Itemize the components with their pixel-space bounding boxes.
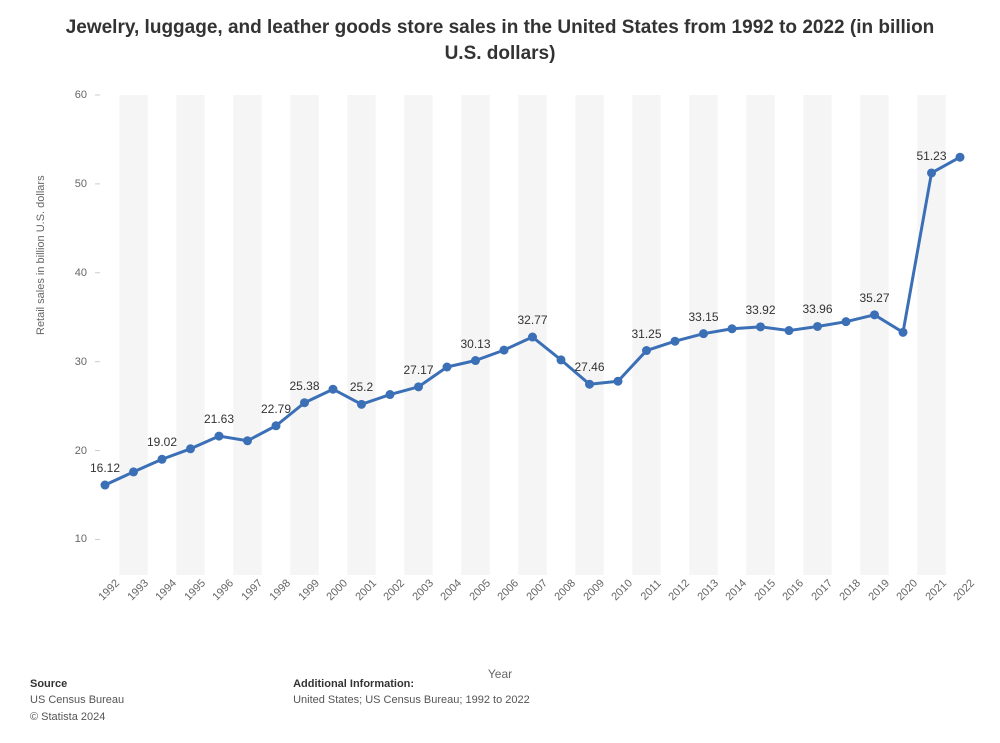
- source-line: US Census Bureau: [30, 692, 290, 709]
- chart-plot-area: 1020304050601992199319941995199619971998…: [95, 90, 970, 580]
- x-tick: 2012: [666, 577, 692, 603]
- x-tick: 2008: [552, 577, 578, 603]
- data-label: 30.13: [460, 337, 490, 351]
- x-tick: 2000: [324, 577, 350, 603]
- x-tick: 2005: [467, 577, 493, 603]
- x-tick: 1996: [210, 577, 236, 603]
- data-label: 51.23: [916, 149, 946, 163]
- chart-footer: Source US Census Bureau © Statista 2024 …: [30, 676, 693, 726]
- chart-title: Jewelry, luggage, and leather goods stor…: [0, 0, 1000, 71]
- x-tick: 2022: [951, 577, 977, 603]
- x-tick: 2002: [381, 577, 407, 603]
- info-header: Additional Information:: [293, 676, 693, 693]
- x-tick: 2018: [837, 577, 863, 603]
- data-label: 27.17: [403, 363, 433, 377]
- x-tick: 1999: [296, 577, 322, 603]
- x-tick: 2021: [923, 577, 949, 603]
- x-tick: 2010: [609, 577, 635, 603]
- x-tick: 2014: [723, 577, 749, 603]
- x-tick: 1995: [182, 577, 208, 603]
- x-tick: 1997: [239, 577, 265, 603]
- y-axis-label: Retail sales in billion U.S. dollars: [35, 175, 47, 335]
- x-tick: 2020: [894, 577, 920, 603]
- data-label: 21.63: [204, 412, 234, 426]
- x-tick: 2019: [866, 577, 892, 603]
- data-label: 32.77: [517, 313, 547, 327]
- y-tick: 10: [75, 533, 87, 545]
- y-tick: 20: [75, 445, 87, 457]
- data-label: 27.46: [574, 360, 604, 374]
- y-tick: 30: [75, 356, 87, 368]
- data-label: 33.92: [745, 303, 775, 317]
- x-tick: 1998: [267, 577, 293, 603]
- chart-svg: [95, 90, 970, 580]
- y-tick: 50: [75, 178, 87, 190]
- data-label: 22.79: [261, 402, 291, 416]
- y-tick: 60: [75, 89, 87, 101]
- data-label: 25.2: [350, 380, 373, 394]
- x-tick: 2003: [410, 577, 436, 603]
- x-tick: 1994: [153, 577, 179, 603]
- x-tick: 2006: [495, 577, 521, 603]
- source-header: Source: [30, 676, 290, 693]
- x-tick: 2011: [638, 578, 663, 603]
- x-tick: 1993: [125, 577, 151, 603]
- copyright-line: © Statista 2024: [30, 709, 290, 726]
- data-label: 19.02: [147, 435, 177, 449]
- data-label: 25.38: [289, 379, 319, 393]
- x-tick: 2001: [353, 577, 379, 603]
- x-tick: 2017: [809, 577, 835, 603]
- x-tick: 2015: [752, 577, 778, 603]
- data-label: 16.12: [90, 461, 120, 475]
- x-tick: 2007: [524, 577, 550, 603]
- x-tick: 2004: [438, 577, 464, 603]
- x-tick: 2016: [780, 577, 806, 603]
- data-label: 31.25: [631, 327, 661, 341]
- x-tick: 1992: [96, 577, 122, 603]
- info-line: United States; US Census Bureau; 1992 to…: [293, 692, 693, 709]
- data-label: 33.15: [688, 310, 718, 324]
- x-tick: 2013: [695, 577, 721, 603]
- data-label: 35.27: [859, 291, 889, 305]
- data-label: 33.96: [802, 302, 832, 316]
- x-tick: 2009: [581, 577, 607, 603]
- y-tick: 40: [75, 267, 87, 279]
